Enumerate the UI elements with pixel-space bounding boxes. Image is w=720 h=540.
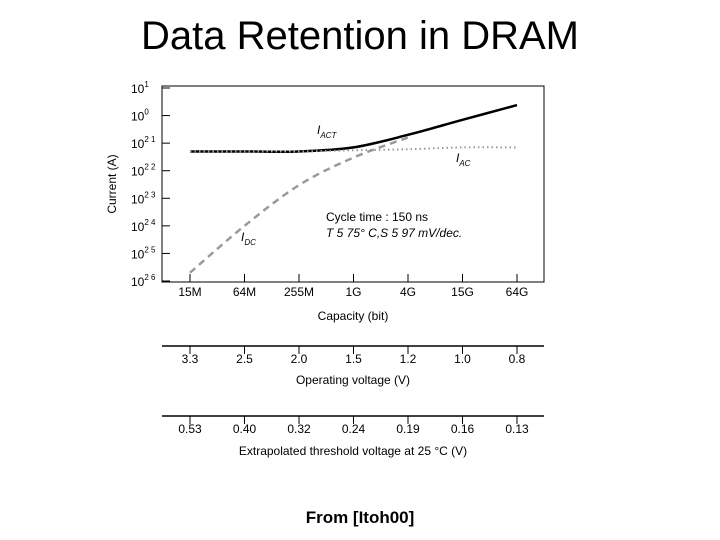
y-tick-label: 102 3 (131, 190, 156, 206)
secondary-tick-label: 0.40 (233, 422, 257, 436)
series-layer (189, 103, 518, 274)
source-citation: From [Itoh00] (305, 508, 415, 527)
series-line-ac (190, 146, 518, 153)
slide-title: Data Retention in DRAM (141, 14, 579, 58)
y-tick-exponent: 1 (144, 80, 149, 89)
secondary-tick-label: 2.0 (291, 352, 308, 366)
curve-label-subscript: DC (244, 238, 256, 247)
y-tick-exponent: 2 5 (144, 245, 156, 254)
secondary-tick-label: 1.5 (345, 352, 362, 366)
plot-frame (161, 85, 545, 283)
y-tick-base: 10 (131, 247, 145, 261)
y-tick-exponent: 2 4 (144, 218, 156, 227)
secondary-tick-label: 0.53 (178, 422, 202, 436)
y-tick-exponent: 2 1 (144, 135, 156, 144)
x-axis-label: Capacity (bit) (318, 309, 389, 323)
secondary-tick-label: 0.19 (396, 422, 420, 436)
secondary-tick-label: 0.24 (342, 422, 366, 436)
secondary-tick-label: 1.2 (400, 352, 417, 366)
y-tick-base: 10 (131, 165, 145, 179)
curve-label-subscript: ACT (319, 131, 337, 140)
x-tick-label: 15G (451, 285, 474, 299)
series-line-dc (189, 136, 409, 274)
y-tick-base: 10 (131, 275, 145, 289)
secondary-tick-label: 3.3 (182, 352, 199, 366)
y-tick-label: 102 1 (131, 135, 156, 151)
y-tick-exponent: 0 (144, 108, 149, 117)
y-tick-base: 10 (131, 137, 145, 151)
curve-label-main: I (456, 151, 460, 165)
y-tick-label: 102 6 (131, 273, 156, 289)
y-tick-label: 102 4 (131, 218, 156, 234)
x-axis: 15M 64M 255M 1G 4G 15G 64G (178, 274, 528, 299)
secondary-tick-label: 2.5 (236, 352, 253, 366)
curve-label-act: IACT (317, 123, 337, 140)
y-tick-label: 101 (131, 80, 149, 96)
x-tick-label: 15M (178, 285, 201, 299)
y-axis-label: Current (A) (105, 154, 119, 213)
y-tick-exponent: 2 6 (144, 273, 156, 282)
x-tick-label: 1G (345, 285, 361, 299)
secondary-tick-label: 0.16 (451, 422, 475, 436)
operating-voltage-label: Operating voltage (V) (296, 373, 410, 387)
curve-label-dc: IDC (241, 230, 256, 247)
curve-label-main: I (317, 123, 321, 137)
x-tick-label: 64M (233, 285, 256, 299)
x-tick-label: 64G (506, 285, 529, 299)
y-tick-exponent: 2 2 (144, 163, 156, 172)
curve-label-main: I (241, 230, 245, 244)
annotation-temperature: T 5 75° C,S 5 97 mV/dec. (326, 226, 462, 240)
y-tick-label: 102 5 (131, 245, 156, 261)
secondary-tick-label: 0.13 (505, 422, 529, 436)
secondary-axes: 3.3 2.5 2.0 1.5 1.2 1.0 0.8 0.53 0.40 0.32 0.24 0.1… (162, 345, 544, 436)
secondary-tick-label: 1.0 (454, 352, 471, 366)
x-tick-label: 4G (400, 285, 416, 299)
secondary-tick-label: 0.32 (287, 422, 311, 436)
x-tick-label: 255M (284, 285, 314, 299)
y-tick-label: 102 2 (131, 163, 156, 179)
y-tick-exponent: 2 3 (144, 190, 156, 199)
y-tick-base: 10 (131, 192, 145, 206)
y-tick-label: 100 (131, 108, 149, 124)
y-tick-base: 10 (131, 110, 145, 124)
secondary-tick-label: 0.8 (509, 352, 526, 366)
y-tick-base: 10 (131, 82, 145, 96)
annotation-cycle-time: Cycle time : 150 ns (326, 210, 428, 224)
curve-label-ac: IAC (456, 151, 471, 168)
threshold-voltage-label: Extrapolated threshold voltage at 25 °C … (239, 444, 467, 458)
y-tick-base: 10 (131, 220, 145, 234)
series-line-act (190, 103, 518, 153)
curve-label-subscript: AC (458, 159, 470, 168)
